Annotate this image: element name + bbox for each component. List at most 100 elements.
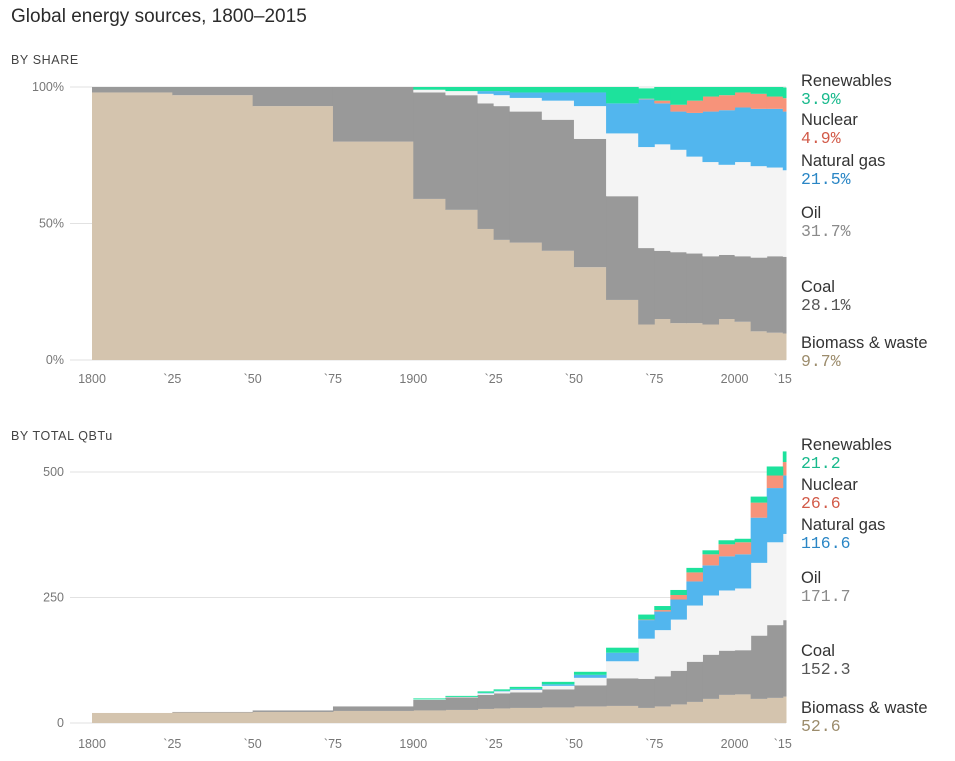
biomass-segment — [686, 323, 703, 360]
oil-segment — [766, 167, 784, 257]
biomass-segment — [606, 705, 639, 723]
renewables-segment — [734, 538, 752, 543]
oil-segment — [477, 693, 495, 695]
x-tick-label: `50 — [565, 372, 583, 386]
renewables-segment — [702, 550, 720, 555]
natural-gas-segment — [493, 91, 511, 96]
legend-label-renewables: Renewables — [801, 436, 892, 454]
oil-segment — [782, 170, 787, 257]
renewables-segment — [654, 606, 671, 611]
chart-panel-2: 0 250 500 1800 `25 `50 `75 1900 `25 `50 `75 2000 `15… — [43, 436, 927, 751]
oil-segment — [718, 164, 736, 255]
coal-segment — [718, 254, 736, 320]
natural-gas-segment — [606, 652, 639, 662]
natural-gas-segment — [541, 684, 575, 686]
renewables-segment — [686, 567, 703, 573]
natural-gas-segment — [718, 110, 736, 165]
renewables-segment — [734, 87, 752, 93]
renewables-segment — [445, 695, 479, 697]
oil-segment — [413, 699, 446, 700]
oil-segment — [493, 691, 511, 694]
biomass-segment — [493, 239, 511, 360]
oil-segment — [606, 661, 639, 679]
oil-segment — [445, 91, 479, 96]
x-tick-label: `50 — [244, 372, 262, 386]
coal-segment — [172, 711, 254, 713]
oil-segment — [541, 100, 575, 120]
biomass-segment — [638, 324, 655, 360]
coal-segment — [782, 620, 787, 697]
legend-value-coal: 152.3 — [801, 660, 851, 679]
biomass-segment — [670, 323, 687, 360]
coal-segment — [252, 710, 334, 712]
natural-gas-segment — [477, 692, 495, 694]
biomass-segment — [654, 319, 671, 360]
nuclear-segment — [734, 542, 752, 555]
nuclear-segment — [686, 572, 703, 582]
nuclear-segment — [718, 544, 736, 557]
biomass-segment — [413, 710, 446, 723]
legend-label-biomass: Biomass & waste — [801, 334, 928, 352]
legend-label-renewables: Renewables — [801, 72, 892, 90]
legend-value-coal: 28.1% — [801, 296, 851, 315]
natural-gas-segment — [686, 112, 703, 157]
renewables-segment — [493, 689, 511, 691]
biomass-segment — [702, 698, 720, 723]
natural-gas-segment — [654, 103, 671, 145]
coal-segment — [332, 706, 414, 711]
y-tick-label: 0 — [57, 716, 64, 730]
biomass-segment — [477, 708, 495, 723]
renewables-segment — [718, 87, 736, 96]
oil-segment — [573, 106, 607, 139]
natural-gas-segment — [573, 674, 607, 678]
renewables-segment — [670, 87, 687, 105]
biomass-segment — [92, 92, 173, 361]
renewables-segment — [606, 647, 639, 653]
renewables-segment — [606, 87, 639, 104]
legend-value-biomass: 52.6 — [801, 717, 841, 736]
x-tick-label: 1900 — [399, 737, 427, 751]
x-tick-label: `50 — [565, 737, 583, 751]
biomass-segment — [573, 267, 607, 360]
oil-segment — [686, 605, 703, 662]
renewables-segment — [573, 87, 607, 93]
x-tick-label: `50 — [244, 737, 262, 751]
renewables-segment — [541, 681, 575, 685]
total-chart-subtitle: BY TOTAL QBTu — [11, 429, 113, 443]
coal-segment — [541, 689, 575, 708]
oil-segment — [670, 149, 687, 253]
biomass-segment — [702, 324, 720, 360]
biomass-segment — [718, 319, 736, 360]
legend-value-renewables: 21.2 — [801, 454, 841, 473]
oil-segment — [734, 588, 752, 651]
coal-segment — [638, 248, 655, 325]
coal-segment — [670, 670, 687, 705]
natural-gas-segment — [670, 599, 687, 620]
x-tick-label: 2000 — [721, 737, 749, 751]
biomass-segment — [750, 698, 768, 723]
nuclear-segment — [638, 98, 655, 100]
biomass-segment — [252, 106, 334, 360]
nuclear-segment — [654, 100, 671, 104]
oil-segment — [493, 95, 511, 107]
coal-segment — [92, 87, 173, 93]
biomass-segment — [670, 704, 687, 723]
coal-segment — [413, 699, 446, 711]
renewables-segment — [573, 671, 607, 675]
x-tick-label: `15 — [774, 372, 792, 386]
coal-segment — [172, 87, 254, 96]
oil-segment — [702, 162, 720, 257]
x-tick-label: `75 — [324, 737, 342, 751]
natural-gas-segment — [782, 111, 787, 171]
natural-gas-segment — [509, 92, 543, 98]
renewables-segment — [509, 686, 543, 689]
biomass-segment — [541, 250, 575, 360]
coal-segment — [477, 694, 495, 709]
oil-segment — [573, 677, 607, 686]
x-tick-label: `25 — [485, 737, 503, 751]
legend-label-coal: Coal — [801, 642, 835, 660]
biomass-segment — [541, 707, 575, 723]
renewables-segment — [445, 87, 479, 92]
nuclear-segment — [766, 96, 784, 109]
nuclear-segment — [638, 619, 655, 621]
